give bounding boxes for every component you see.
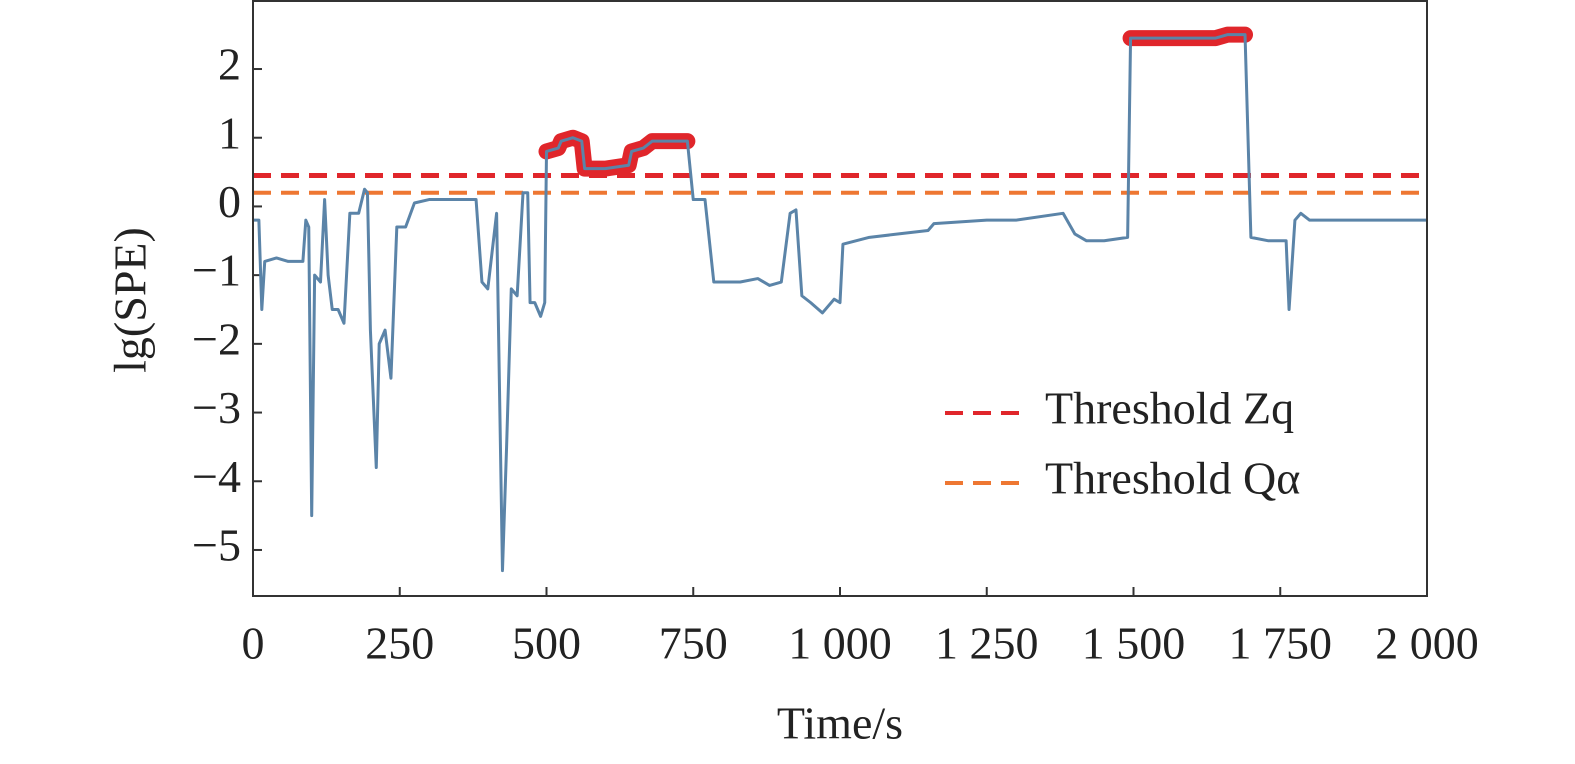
- y-tick-label: −2: [192, 313, 241, 364]
- plot-frame: [252, 0, 1428, 597]
- y-tick-label: 1: [218, 107, 241, 158]
- x-tick-label: 0: [242, 618, 265, 669]
- x-axis-title: Time/s: [777, 698, 903, 749]
- x-tick-label: 1 500: [1082, 618, 1186, 669]
- legend-label: Threshold Zq: [1045, 383, 1294, 434]
- x-tick-label: 1 250: [935, 618, 1039, 669]
- x-tick-label: 2 000: [1375, 618, 1479, 669]
- y-tick-label: −5: [192, 520, 241, 571]
- y-axis-title: lg(SPE): [105, 227, 156, 373]
- data-line: [253, 33, 1427, 573]
- y-tick-label: −4: [192, 451, 241, 502]
- x-tick-label: 1 750: [1229, 618, 1333, 669]
- x-tick-label: 1 000: [788, 618, 892, 669]
- x-tick-label: 750: [659, 618, 728, 669]
- x-tick-label: 500: [512, 618, 581, 669]
- y-tick-label: 0: [218, 176, 241, 227]
- legend-label: Threshold Qα: [1045, 453, 1300, 504]
- y-tick-label: −3: [192, 382, 241, 433]
- y-tick-label: 2: [218, 39, 241, 90]
- x-tick-label: 250: [365, 618, 434, 669]
- y-tick-label: −1: [192, 245, 241, 296]
